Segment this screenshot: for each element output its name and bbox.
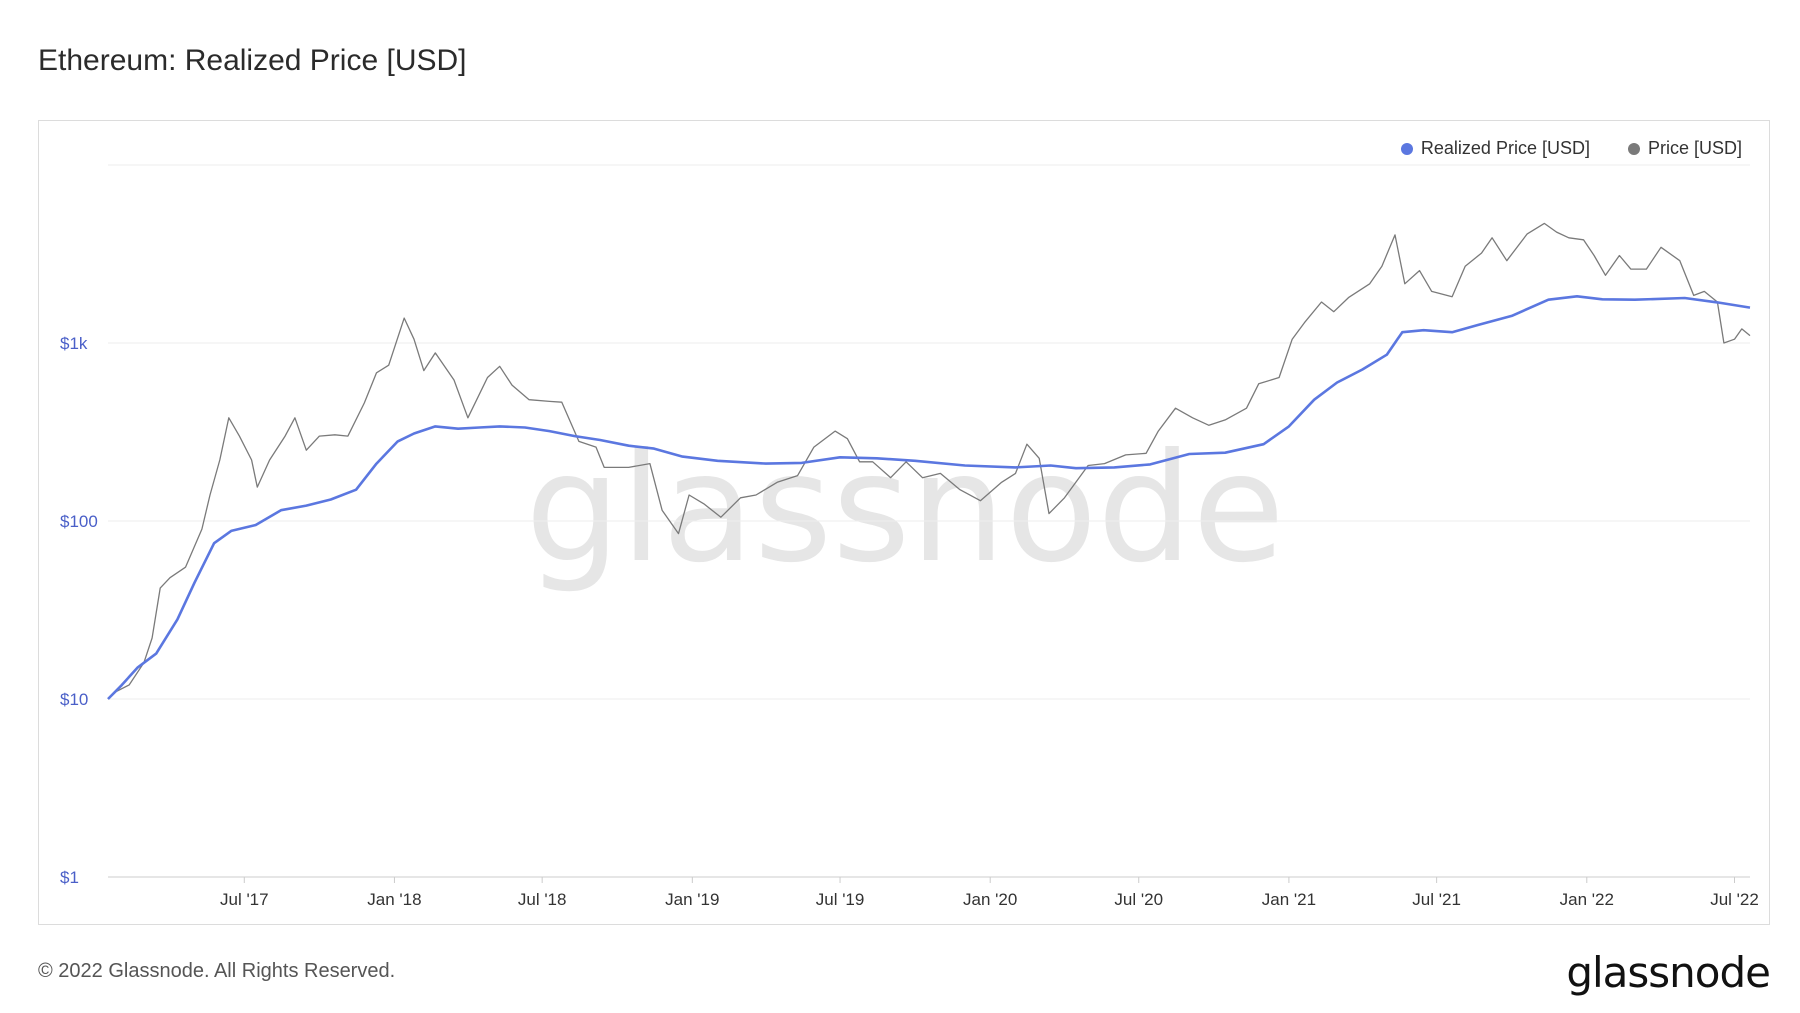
watermark-text: glassnode bbox=[525, 422, 1284, 596]
legend-label-price: Price [USD] bbox=[1647, 138, 1742, 158]
legend-item-price[interactable]: Price [USD] bbox=[1627, 138, 1742, 159]
x-tick-label: Jan '19 bbox=[665, 890, 719, 909]
x-tick-label: Jan '22 bbox=[1560, 890, 1614, 909]
x-tick-label: Jul '19 bbox=[816, 890, 865, 909]
legend-label-realized: Realized Price [USD] bbox=[1420, 138, 1590, 158]
chart-frame bbox=[38, 120, 1770, 925]
x-tick-label: Jul '17 bbox=[220, 890, 269, 909]
legend-item-realized-price[interactable]: Realized Price [USD] bbox=[1400, 138, 1590, 159]
grid-layer bbox=[108, 164, 1750, 878]
x-tick-label: Jul '22 bbox=[1710, 890, 1759, 909]
x-tick-label: Jan '18 bbox=[367, 890, 421, 909]
y-axis: $1 $10 $100 $1k bbox=[60, 334, 98, 887]
x-tick-label: Jul '20 bbox=[1114, 890, 1163, 909]
y-tick-label: $1 bbox=[60, 868, 79, 887]
page-title: Ethereum: Realized Price [USD] bbox=[38, 44, 467, 77]
legend-dot-realized bbox=[1400, 142, 1413, 155]
copyright-text: © 2022 Glassnode. All Rights Reserved. bbox=[38, 960, 396, 982]
glassnode-logo: glassnode bbox=[1566, 948, 1771, 997]
series-line-realized-price[interactable] bbox=[107, 295, 1751, 700]
legend: Realized Price [USD] Price [USD] bbox=[1400, 138, 1742, 159]
x-tick-label: Jul '21 bbox=[1412, 890, 1461, 909]
x-tick-label: Jan '20 bbox=[963, 890, 1017, 909]
y-tick-label: $1k bbox=[60, 334, 88, 353]
y-tick-label: $10 bbox=[60, 690, 88, 709]
x-tick-label: Jul '18 bbox=[518, 890, 567, 909]
x-tick-label: Jan '21 bbox=[1262, 890, 1316, 909]
legend-dot-price bbox=[1627, 142, 1640, 155]
x-axis: Jul '17 Jan '18 Jul '18 Jan '19 Jul '19 Jan '… bbox=[108, 876, 1759, 909]
series-line-price[interactable] bbox=[107, 222, 1751, 700]
series-layer bbox=[107, 222, 1751, 700]
y-tick-label: $100 bbox=[60, 512, 98, 531]
